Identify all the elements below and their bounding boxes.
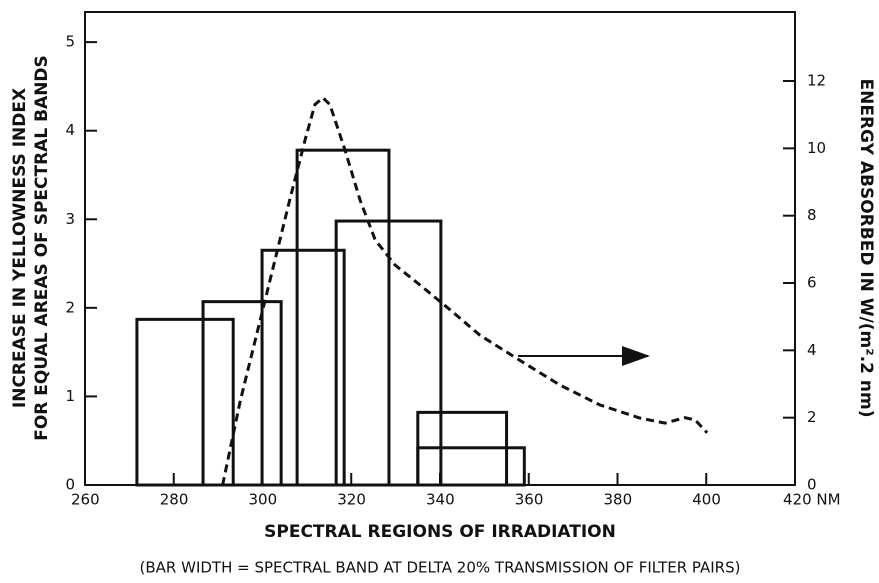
x-tick-label: 320 — [337, 491, 366, 509]
x-tick-label: 420 NM — [783, 491, 841, 509]
y2-tick-label: 6 — [807, 274, 817, 292]
x-tick-label: 380 — [604, 491, 633, 509]
y2-tick-label: 0 — [807, 476, 817, 494]
x-tick-label: 300 — [249, 491, 278, 509]
bar — [260, 248, 346, 487]
bar — [334, 219, 443, 487]
y2-tick-label: 10 — [807, 139, 826, 157]
x-tick-label: 260 — [71, 491, 100, 509]
y2-tick-label: 2 — [807, 408, 817, 426]
y-tick-label: 2 — [65, 298, 75, 316]
x-tick-label: 400 — [692, 491, 721, 509]
y2-tick-label: 4 — [807, 341, 817, 359]
y-axis-label: FOR EQUAL AREAS OF SPECTRAL BANDS — [32, 55, 52, 441]
bar — [201, 300, 283, 487]
y2-tick-label: 8 — [807, 206, 817, 224]
y-tick-label: 5 — [65, 33, 75, 51]
bar — [135, 317, 235, 487]
note: (BAR WIDTH = SPECTRAL BAND AT DELTA 20% … — [140, 559, 741, 577]
x-tick-label: 340 — [426, 491, 455, 509]
x-axis-label: SPECTRAL REGIONS OF IRRADIATION — [264, 522, 616, 542]
y-tick-label: 0 — [65, 476, 75, 494]
y-axis-label: INCREASE IN YELLOWNESS INDEX — [10, 88, 30, 408]
y2-axis-label: ENERGY ABSORBED IN W/(m².2 nm) — [856, 78, 876, 417]
y-tick-label: 3 — [65, 210, 75, 228]
energy-line — [221, 95, 709, 486]
bar — [416, 446, 526, 487]
x-tick-label: 280 — [160, 491, 189, 509]
y-tick-label: 1 — [65, 387, 75, 405]
y2-tick-label: 12 — [807, 72, 826, 90]
x-tick-label: 360 — [515, 491, 544, 509]
y-tick-label: 4 — [65, 121, 75, 139]
